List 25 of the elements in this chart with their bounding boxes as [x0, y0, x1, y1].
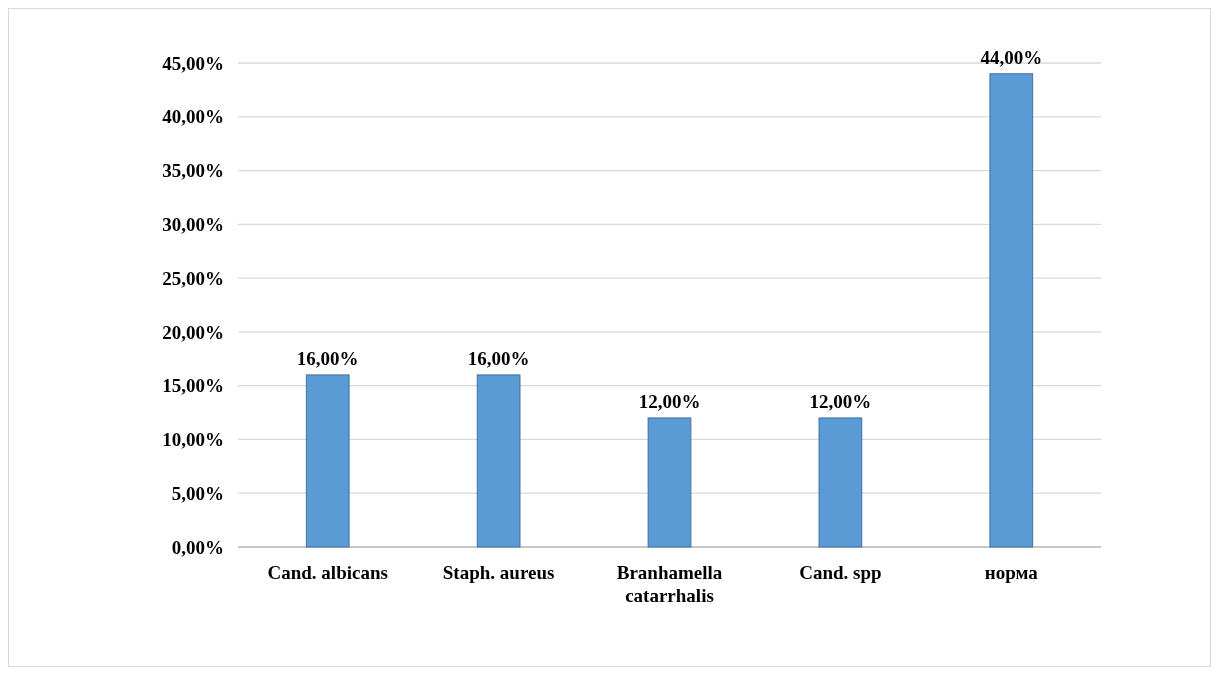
y-tick-label: 5,00%	[171, 482, 224, 504]
data-label: 12,00%	[809, 390, 872, 412]
y-tick-label: 25,00%	[162, 267, 224, 289]
y-tick-label: 40,00%	[162, 106, 224, 128]
x-tick-label: норма	[984, 562, 1039, 583]
x-tick-label: Branhamella catarrhalis	[616, 562, 723, 606]
bar	[305, 374, 350, 548]
y-tick-label: 20,00%	[162, 321, 224, 343]
y-tick-label: 30,00%	[162, 213, 224, 235]
y-tick-label: 10,00%	[162, 429, 224, 451]
bar	[476, 374, 521, 548]
bar	[647, 417, 692, 548]
y-tick-label: 15,00%	[162, 375, 224, 397]
y-tick-label: 35,00%	[162, 160, 224, 182]
data-label: 16,00%	[296, 347, 359, 369]
data-label: 16,00%	[467, 347, 530, 369]
y-tick-label: 45,00%	[162, 52, 224, 74]
y-tick-label: 0,00%	[171, 536, 224, 558]
x-tick-label: Staph. aureus	[442, 562, 555, 583]
bar	[818, 417, 863, 548]
data-label: 44,00%	[980, 46, 1043, 68]
x-tick-label: Cand. spp	[799, 562, 882, 583]
data-label: 12,00%	[638, 390, 701, 412]
x-tick-label: Cand. albicans	[267, 562, 388, 583]
bar	[989, 73, 1034, 548]
